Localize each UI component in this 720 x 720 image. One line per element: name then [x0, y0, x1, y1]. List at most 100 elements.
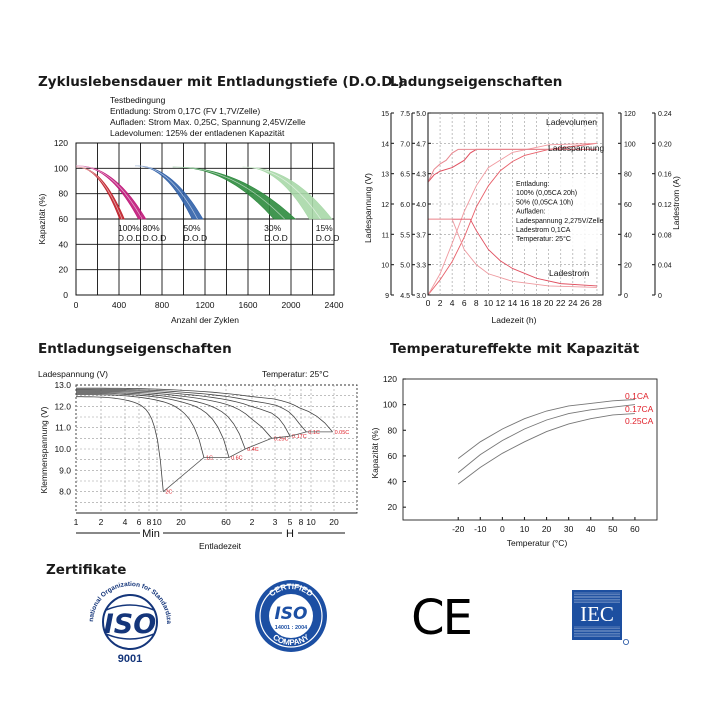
charging-ylabel-left: Ladespannung (V) [363, 173, 373, 243]
charging-left-ticklabel: 12 [381, 202, 389, 209]
cycle-life-band-highlight [76, 165, 143, 220]
discharge-ytick: 10.0 [54, 444, 71, 454]
charging-left-ticklabel: 4.0 [416, 202, 426, 209]
charging-ladespannung-100 [427, 148, 597, 183]
discharge-ytick: 11.0 [55, 423, 71, 433]
discharge-ytick: 9.0 [59, 465, 71, 475]
cycle-life-xtick: 1600 [239, 300, 258, 310]
charging-label-ladespannung: Ladespannung [548, 143, 605, 153]
cycle-life-dod-pct: 15% [316, 223, 333, 233]
discharge-xtick: 1 [74, 517, 79, 527]
charging-left-ticklabel: 5.0 [416, 111, 426, 118]
svg-text:COMPANY: COMPANY [271, 632, 311, 647]
temperature-curve [457, 404, 635, 473]
iso-14001-logo: CERTIFIED COMPANY ISO 14001 : 2004 [255, 580, 327, 652]
charging-xtick: 8 [474, 298, 479, 308]
charging-xtick: 24 [568, 298, 578, 308]
charging-left-ticklabel: 14 [381, 141, 389, 148]
certificates-section: Zertifikate International Organization f… [0, 0, 630, 665]
charging-left-ticklabel: 10 [381, 263, 389, 270]
cycle-life-xlabel: Anzahl der Zyklen [171, 315, 239, 325]
charging-right-ticklabel: 0.24 [658, 111, 672, 118]
discharge-xtick: 2 [250, 517, 255, 527]
cycle-life-dod-text: D.O.D [316, 233, 340, 243]
charging-xtick: 28 [592, 298, 602, 308]
charging-ladestrom-50 [428, 218, 597, 288]
temperature-ytick: 20 [388, 502, 398, 512]
temperature-ytick: 120 [383, 374, 397, 384]
charging-right-ticklabel: 80 [624, 172, 632, 179]
discharge-curve-label: 0.1C [308, 430, 320, 436]
temperature-xtick: 60 [630, 524, 640, 534]
charging-axes: 9 10 11 12 13 14 15 4.5 5.0 5.5 6.0 6.5 7.0 7.5 3.0 3.3… [381, 111, 672, 308]
cycle-life-xtick: 2000 [282, 300, 301, 310]
temperature-xtick: 10 [520, 524, 530, 534]
discharge-curve [76, 393, 230, 458]
cycle-life-band-100 [76, 166, 125, 220]
discharge-xtick: 10 [306, 517, 316, 527]
test-condition-line-0: Testbedingung [110, 95, 166, 105]
cycle-life-xtick: 400 [112, 300, 126, 310]
cycle-life-ytick: 80 [59, 189, 69, 199]
discharge-xtick: 3 [273, 517, 278, 527]
charging-right-ticklabel: 0 [658, 293, 662, 300]
discharge-curve-label: 2C [165, 490, 172, 496]
discharge-xtick: 60 [221, 517, 231, 527]
charging-legend-line: Temperatur: 25°C [516, 235, 571, 243]
charging-right-ticklabel: 40 [624, 232, 632, 239]
cycle-life-dod-pct: 100% [118, 223, 140, 233]
ce-mark: CE [411, 590, 473, 646]
iso-14001-mark: ISO [274, 604, 307, 624]
charging-left-ticklabel: 7.0 [400, 141, 410, 148]
charging-left-ticklabel: 7.5 [400, 111, 410, 118]
charging-xtick: 26 [580, 298, 590, 308]
cycle-life-xtick: 0 [74, 300, 79, 310]
charging-right-ticklabel: 120 [624, 111, 636, 118]
charging-legend-line: 100% (0,05CA 20h) [516, 190, 577, 197]
charging-legend-line: Ladestrom 0,1CA [516, 227, 571, 234]
charging-right-ticklabel: 60 [624, 202, 632, 209]
charging-left-ticklabel: 4.5 [400, 293, 410, 300]
discharge-xtick: 6 [137, 517, 142, 527]
charging-legend-line: Entladung: [516, 181, 550, 188]
discharge-ylabel-top: Ladespannung (V) [38, 369, 108, 379]
temperature-xtick: 40 [586, 524, 596, 534]
charging-ladevolumen-100 [427, 142, 598, 296]
charging-left-ticklabel: 3.0 [416, 293, 426, 300]
cycle-life-xtick: 1200 [196, 300, 215, 310]
charging-right-ticklabel: 0.12 [658, 202, 672, 209]
temperature-series-label: 0.17CA [625, 404, 654, 414]
cycle-life-ytick: 20 [59, 265, 69, 275]
temperature-ticks: -20 -10 0 10 20 30 40 50 60 20 40 60 80 100 120 [383, 374, 640, 534]
discharge-curve [76, 388, 307, 433]
charging-ladevolumen-50 [427, 142, 597, 296]
temperature-ytick: 60 [388, 451, 398, 461]
charging-right-ticklabel: 0.04 [658, 263, 672, 270]
cycle-life-band-highlight [135, 165, 198, 220]
iec-logo: IEC [572, 590, 630, 646]
temperature-xtick: 0 [500, 524, 505, 534]
charging-label-ladestrom: Ladestrom [549, 268, 589, 278]
cycle-life-ytick: 40 [59, 239, 69, 249]
charging-left-ticklabel: 6.5 [400, 172, 410, 179]
temperature-frame [402, 378, 658, 521]
charging-legend-line: Ladespannung 2,275V/Zelle [516, 218, 604, 225]
iso-9001-number: 9001 [118, 653, 142, 665]
cycle-life-xtick: 800 [155, 300, 169, 310]
temperature-curve [457, 399, 635, 459]
cycle-life-dod-text: D.O.D [143, 233, 167, 243]
charging-left-ticklabel: 15 [381, 111, 389, 118]
discharge-cutoff-line [163, 431, 333, 493]
charging-xlabel: Ladezeit (h) [492, 315, 537, 325]
charging-ladestrom-100 [428, 218, 597, 287]
temperature-title: Temperatureffekte mit Kapazität [390, 341, 640, 357]
iec-mark: IEC [580, 602, 614, 626]
charging-ylabel-right: Ladestrom (A) [671, 176, 681, 230]
charging-left-ticklabel: 13 [381, 172, 389, 179]
charging-left-ticklabel: 4.3 [416, 172, 426, 179]
charging-left-ticklabel: 5.5 [400, 232, 410, 239]
discharge-ytick: 13.0 [54, 380, 71, 390]
charging-xtick: 14 [508, 298, 518, 308]
cycle-life-dod-text: D.O.D [264, 233, 288, 243]
discharge-curve [76, 394, 205, 458]
